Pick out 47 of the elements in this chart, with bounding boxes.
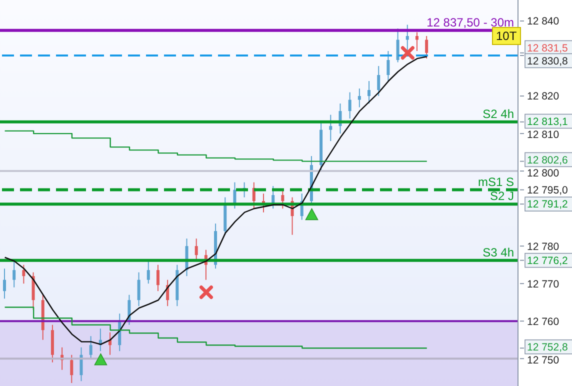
- y-tick-label: 12 752,8: [527, 342, 568, 354]
- ref-line-label: S3 4h: [482, 245, 514, 260]
- candlestick: [425, 36, 428, 60]
- point: [305, 208, 318, 220]
- ref-line-label: S2 4h: [482, 106, 514, 121]
- y-tick-label: 12 810: [527, 128, 560, 141]
- candlestick: [329, 114, 332, 142]
- candlestick: [22, 264, 26, 284]
- y-tick-label: 12 800: [527, 167, 560, 180]
- candlestick: [348, 92, 352, 120]
- candlestick: [377, 66, 380, 97]
- y-tick-label: 12 830,8: [527, 55, 568, 68]
- point: [199, 285, 213, 299]
- y-tick-label: 12 780: [527, 240, 560, 253]
- candlestick: [415, 32, 418, 52]
- candlestick: [146, 260, 150, 284]
- y-tick-label: 12 791,2: [527, 198, 568, 211]
- annotation: 10T: [492, 26, 521, 45]
- y-tick-label: 12 840: [527, 16, 560, 28]
- candlestick: [406, 24, 409, 52]
- candlestick: [358, 88, 361, 108]
- candlestick: [89, 336, 92, 360]
- candlestick: [368, 80, 371, 104]
- y-tick-label: 12 831,5: [527, 42, 568, 54]
- y-tick-label: 12 760: [527, 316, 560, 328]
- candlestick: [156, 264, 160, 292]
- candlestick: [12, 260, 16, 288]
- candlestick: [70, 354, 74, 384]
- y-tick-label: 12 802,6: [527, 154, 568, 166]
- ref-line-label: 12 837,50 - 30m: [426, 15, 514, 30]
- point: [94, 353, 108, 366]
- y-tick-label: 12 813,1: [527, 116, 568, 128]
- candlestick: [3, 268, 6, 300]
- y-tick-label: 12 776,2: [527, 255, 568, 268]
- point: [400, 46, 414, 60]
- y-tick-label: 12 770: [527, 278, 560, 290]
- ref-line-label: S2 J: [490, 189, 514, 204]
- candlestick: [137, 272, 140, 307]
- candlestick: [194, 238, 198, 262]
- y-tick-label: 12 820: [527, 90, 560, 103]
- candlestick: [281, 189, 284, 210]
- line-series: [4, 56, 428, 346]
- candlestick: [386, 50, 390, 82]
- ref-line-label: mS1 S: [478, 174, 514, 189]
- y-tick-label: 12 795,0: [527, 184, 568, 196]
- y-tick-label: 12 750: [527, 354, 560, 367]
- candlestick: [396, 28, 400, 63]
